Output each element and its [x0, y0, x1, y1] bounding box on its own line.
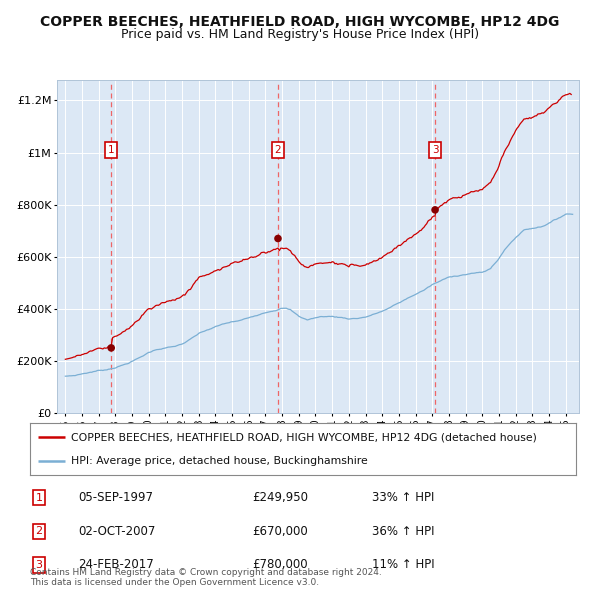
Point: [430, 205, 440, 215]
Point: [273, 234, 283, 243]
Text: 05-SEP-1997: 05-SEP-1997: [78, 491, 153, 504]
Text: 02-OCT-2007: 02-OCT-2007: [78, 525, 155, 538]
Text: COPPER BEECHES, HEATHFIELD ROAD, HIGH WYCOMBE, HP12 4DG: COPPER BEECHES, HEATHFIELD ROAD, HIGH WY…: [40, 15, 560, 29]
Text: Contains HM Land Registry data © Crown copyright and database right 2024.
This d: Contains HM Land Registry data © Crown c…: [30, 568, 382, 587]
Text: 2: 2: [35, 526, 43, 536]
Text: 11% ↑ HPI: 11% ↑ HPI: [372, 558, 434, 572]
Text: 33% ↑ HPI: 33% ↑ HPI: [372, 491, 434, 504]
Text: £780,000: £780,000: [252, 558, 308, 572]
Text: 36% ↑ HPI: 36% ↑ HPI: [372, 525, 434, 538]
Text: Price paid vs. HM Land Registry's House Price Index (HPI): Price paid vs. HM Land Registry's House …: [121, 28, 479, 41]
Text: 1: 1: [35, 493, 43, 503]
Text: £249,950: £249,950: [252, 491, 308, 504]
Text: 2: 2: [275, 145, 281, 155]
Text: £670,000: £670,000: [252, 525, 308, 538]
Text: 24-FEB-2017: 24-FEB-2017: [78, 558, 154, 572]
Text: 3: 3: [432, 145, 439, 155]
Text: COPPER BEECHES, HEATHFIELD ROAD, HIGH WYCOMBE, HP12 4DG (detached house): COPPER BEECHES, HEATHFIELD ROAD, HIGH WY…: [71, 432, 537, 442]
Point: [106, 343, 116, 353]
Text: HPI: Average price, detached house, Buckinghamshire: HPI: Average price, detached house, Buck…: [71, 456, 368, 466]
Text: 3: 3: [35, 560, 43, 570]
Text: 1: 1: [108, 145, 115, 155]
